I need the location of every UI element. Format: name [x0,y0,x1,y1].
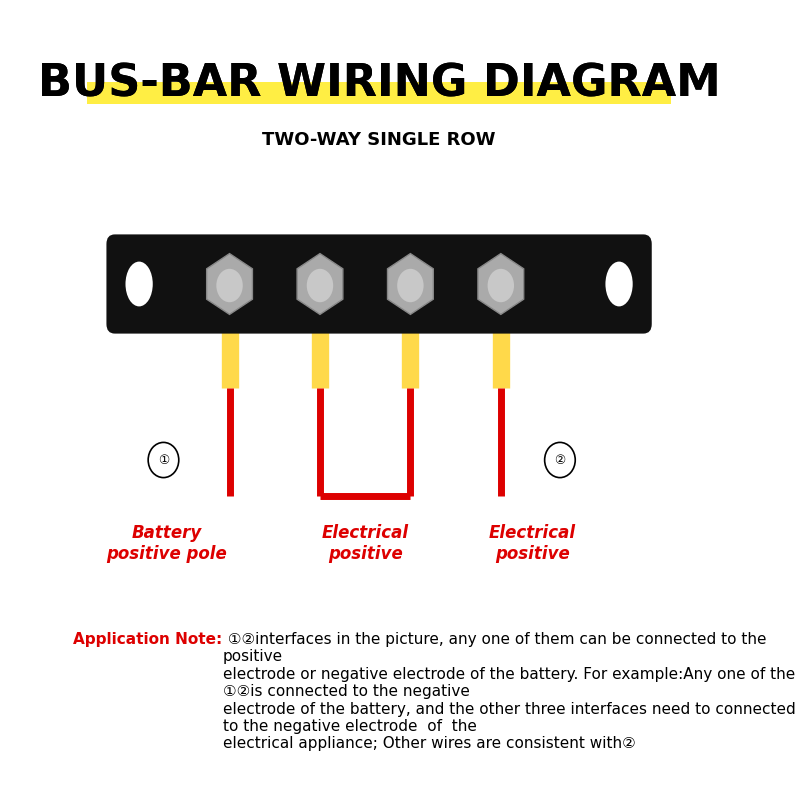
Text: TWO-WAY SINGLE ROW: TWO-WAY SINGLE ROW [262,131,496,149]
Text: BUS-BAR WIRING DIAGRAM: BUS-BAR WIRING DIAGRAM [38,62,721,106]
Text: ②: ② [554,454,566,466]
Polygon shape [387,254,434,314]
Ellipse shape [397,269,424,302]
Ellipse shape [606,262,633,306]
Ellipse shape [216,269,242,302]
Polygon shape [478,254,524,314]
Text: Battery
positive pole: Battery positive pole [106,524,227,563]
Circle shape [148,442,178,478]
Text: Electrical
positive: Electrical positive [322,524,409,563]
Ellipse shape [306,269,333,302]
Ellipse shape [126,262,153,306]
Polygon shape [297,254,343,314]
Polygon shape [206,254,253,314]
Ellipse shape [488,269,514,302]
Text: ①: ① [158,454,169,466]
Text: BUS-BAR WIRING DIAGRAM: BUS-BAR WIRING DIAGRAM [38,62,721,106]
Text: ①②interfaces in the picture, any one of them can be connected to the positive
el: ①②interfaces in the picture, any one of … [222,632,795,751]
Text: Electrical
positive: Electrical positive [489,524,576,563]
Circle shape [545,442,575,478]
Text: Application Note:: Application Note: [73,632,222,647]
FancyBboxPatch shape [106,234,652,334]
FancyBboxPatch shape [87,82,671,104]
